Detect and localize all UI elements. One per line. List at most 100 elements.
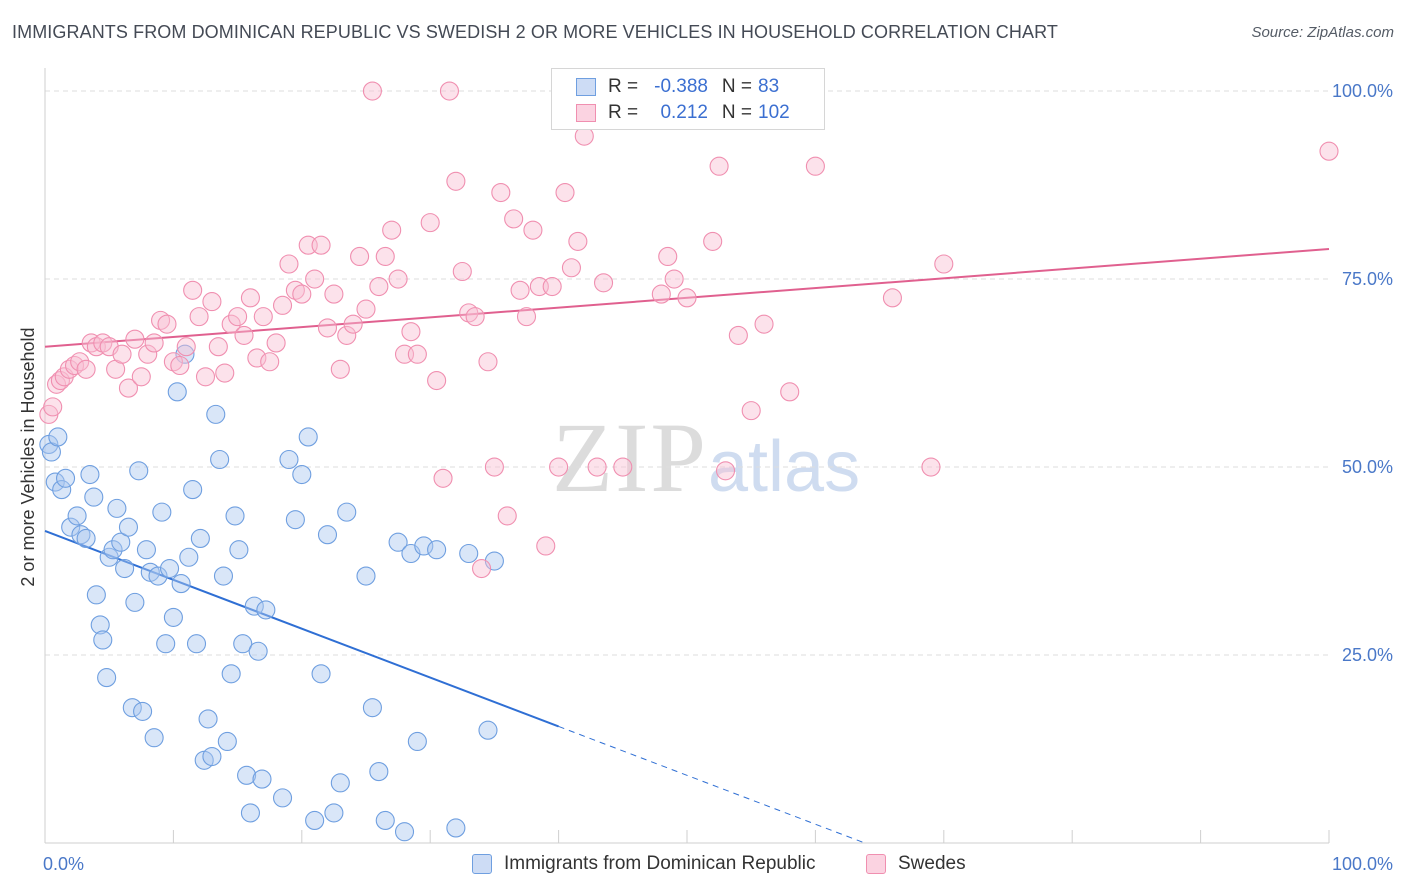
point-dominican <box>156 634 176 654</box>
point-dominican <box>272 788 293 808</box>
point-dominican <box>225 506 245 526</box>
point-dominican <box>179 547 199 567</box>
trend-line-dominican <box>44 530 559 728</box>
point-dominican <box>388 532 408 552</box>
stats-legend-row-blue: R = -0.388 N = 83 <box>576 75 779 99</box>
point-swedes <box>362 81 382 101</box>
point-dominican <box>125 592 145 612</box>
point-dominican <box>356 566 376 586</box>
point-swedes <box>330 359 350 379</box>
point-swedes <box>81 333 101 353</box>
point-dominican <box>86 585 106 605</box>
n-value: 102 <box>758 102 790 123</box>
point-swedes <box>382 220 402 240</box>
point-dominican <box>324 803 344 823</box>
point-swedes <box>144 333 164 353</box>
point-dominican <box>80 464 100 485</box>
point-dominican <box>76 528 96 549</box>
point-swedes <box>523 220 543 240</box>
point-dominican <box>175 344 195 364</box>
point-swedes <box>76 359 96 379</box>
point-dominican <box>240 803 260 823</box>
point-swedes <box>112 344 132 364</box>
point-dominican <box>362 698 382 718</box>
point-dominican <box>159 558 180 579</box>
point-swedes <box>369 276 389 297</box>
point-swedes <box>356 299 376 319</box>
point-swedes <box>882 288 902 308</box>
point-dominican <box>97 668 117 688</box>
point-swedes <box>70 352 90 372</box>
point-swedes <box>388 269 408 289</box>
point-swedes <box>593 273 614 293</box>
point-dominican <box>144 728 164 748</box>
point-dominican <box>152 502 172 522</box>
point-dominican <box>71 525 91 545</box>
source-label: Source: ZipAtlas.com <box>1251 24 1394 41</box>
point-dominican <box>198 709 218 729</box>
y-tick-label: 100.0% <box>1332 81 1393 101</box>
point-dominican <box>375 810 395 830</box>
x-tick-label: 0.0% <box>43 854 84 874</box>
point-swedes <box>504 209 524 229</box>
point-dominican <box>311 664 331 684</box>
point-swedes <box>651 284 671 304</box>
point-swedes <box>433 468 453 488</box>
point-dominican <box>55 468 76 488</box>
point-dominican <box>129 461 149 481</box>
point-dominican <box>221 664 241 684</box>
point-swedes <box>934 254 954 274</box>
point-swedes <box>754 314 774 334</box>
point-dominican <box>133 701 153 721</box>
point-dominican <box>256 600 276 620</box>
point-dominican <box>233 634 253 654</box>
point-swedes <box>677 288 697 308</box>
point-dominican <box>248 641 268 661</box>
point-dominican <box>45 472 65 492</box>
point-swedes <box>555 183 575 203</box>
point-swedes <box>516 307 537 327</box>
point-dominican <box>84 487 104 507</box>
point-dominican <box>136 540 156 560</box>
point-dominican <box>446 818 466 838</box>
y-tick-label: 50.0% <box>1342 457 1393 477</box>
trend-lines <box>44 247 1330 845</box>
tick-labels: 100.0% 75.0% 50.0% 25.0% 0.0% 100.0% <box>43 81 1393 874</box>
point-swedes <box>305 269 325 289</box>
point-swedes <box>420 213 440 233</box>
watermark: ZIPatlas <box>552 400 860 515</box>
point-swedes <box>247 348 267 368</box>
point-dominican <box>206 404 226 424</box>
point-swedes <box>260 352 280 372</box>
point-dominican <box>115 558 135 579</box>
trend-line-dominican-extension <box>558 725 867 845</box>
point-swedes <box>47 374 67 394</box>
point-dominican <box>163 607 183 627</box>
r-label: R = <box>608 102 639 123</box>
point-dominican <box>244 596 264 616</box>
legend-item-dominican: Immigrants from Dominican Republic <box>472 852 816 876</box>
point-swedes <box>189 307 209 327</box>
point-dominican <box>186 634 207 654</box>
legend-label: Immigrants from Dominican Republic <box>504 853 816 874</box>
point-swedes <box>587 457 607 477</box>
point-swedes <box>439 81 460 101</box>
point-swedes <box>131 367 151 387</box>
point-dominican <box>148 566 168 586</box>
point-swedes <box>266 333 286 353</box>
point-dominican <box>48 427 68 447</box>
r-value: -0.388 <box>654 76 708 97</box>
point-dominican <box>279 449 299 470</box>
point-dominican <box>107 498 127 518</box>
point-swedes <box>202 292 222 312</box>
point-dominican <box>118 517 139 537</box>
point-swedes <box>536 536 556 556</box>
point-swedes <box>452 261 472 282</box>
point-swedes <box>343 314 363 334</box>
point-dominican <box>210 449 230 470</box>
point-swedes <box>228 307 248 327</box>
point-dominican <box>103 540 123 560</box>
point-dominican <box>407 731 427 752</box>
point-swedes <box>279 254 299 274</box>
point-swedes <box>703 231 723 251</box>
